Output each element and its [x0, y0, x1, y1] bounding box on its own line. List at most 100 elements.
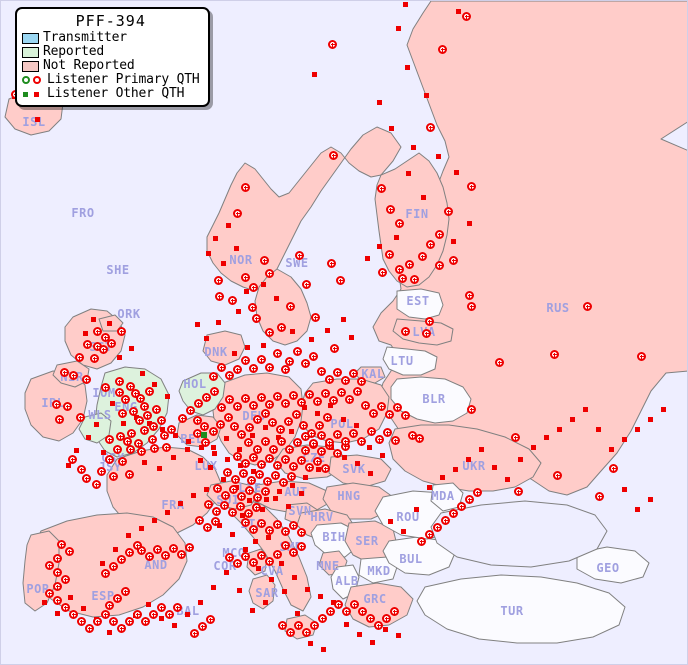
listener-primary-qth-marker[interactable]: [321, 464, 330, 473]
listener-primary-qth-marker[interactable]: [297, 542, 306, 551]
listener-primary-qth-marker[interactable]: [69, 371, 78, 380]
listener-primary-qth-marker[interactable]: [329, 151, 338, 160]
listener-primary-qth-marker[interactable]: [217, 403, 226, 412]
listener-primary-qth-marker[interactable]: [367, 427, 376, 436]
listener-primary-qth-marker[interactable]: [294, 621, 303, 630]
listener-primary-qth-marker[interactable]: [201, 438, 210, 447]
listener-primary-qth-marker[interactable]: [495, 358, 504, 367]
listener-other-qth-marker[interactable]: [292, 575, 297, 580]
listener-primary-qth-marker[interactable]: [137, 447, 146, 456]
listener-primary-qth-marker[interactable]: [65, 547, 74, 556]
listener-other-qth-marker[interactable]: [217, 523, 222, 528]
listener-primary-qth-marker[interactable]: [198, 622, 207, 631]
listener-other-qth-marker[interactable]: [142, 460, 147, 465]
listener-primary-qth-marker[interactable]: [143, 411, 152, 420]
listener-primary-qth-marker[interactable]: [63, 402, 72, 411]
listener-other-qth-marker[interactable]: [100, 561, 105, 566]
listener-other-qth-marker[interactable]: [290, 483, 295, 488]
listener-other-qth-marker[interactable]: [388, 519, 393, 524]
listener-primary-qth-marker[interactable]: [417, 537, 426, 546]
listener-primary-qth-marker[interactable]: [422, 329, 431, 338]
listener-primary-qth-marker[interactable]: [286, 628, 295, 637]
listener-primary-qth-marker[interactable]: [209, 427, 218, 436]
listener-other-qth-marker[interactable]: [234, 246, 239, 251]
listener-primary-qth-marker[interactable]: [233, 209, 242, 218]
listener-primary-qth-marker[interactable]: [465, 291, 474, 300]
listener-other-qth-marker[interactable]: [295, 611, 300, 616]
listener-primary-qth-marker[interactable]: [140, 426, 149, 435]
listener-primary-qth-marker[interactable]: [60, 368, 69, 377]
listener-primary-qth-marker[interactable]: [273, 392, 282, 401]
listener-primary-qth-marker[interactable]: [113, 445, 122, 454]
listener-other-qth-marker[interactable]: [152, 518, 157, 523]
listener-primary-qth-marker[interactable]: [152, 405, 161, 414]
listener-other-qth-marker[interactable]: [244, 289, 249, 294]
listener-primary-qth-marker[interactable]: [255, 470, 264, 479]
listener-other-qth-marker[interactable]: [240, 513, 245, 518]
listener-primary-qth-marker[interactable]: [425, 530, 434, 539]
listener-primary-qth-marker[interactable]: [385, 250, 394, 259]
listener-primary-qth-marker[interactable]: [277, 437, 286, 446]
listener-other-qth-marker[interactable]: [357, 632, 362, 637]
listener-other-qth-marker[interactable]: [140, 371, 145, 376]
listener-other-qth-marker[interactable]: [505, 477, 510, 482]
listener-primary-qth-marker[interactable]: [225, 371, 234, 380]
listener-primary-qth-marker[interactable]: [357, 437, 366, 446]
listener-other-qth-marker[interactable]: [213, 236, 218, 241]
listener-primary-qth-marker[interactable]: [329, 396, 338, 405]
listener-other-qth-marker[interactable]: [171, 455, 176, 460]
listener-other-qth-marker[interactable]: [403, 2, 408, 7]
listener-primary-qth-marker[interactable]: [327, 259, 336, 268]
listener-other-qth-marker[interactable]: [454, 170, 459, 175]
listener-primary-qth-marker[interactable]: [309, 439, 318, 448]
listener-other-qth-marker[interactable]: [318, 594, 323, 599]
listener-primary-qth-marker[interactable]: [289, 391, 298, 400]
listener-primary-qth-marker[interactable]: [265, 269, 274, 278]
listener-primary-qth-marker[interactable]: [225, 553, 234, 562]
listener-primary-qth-marker[interactable]: [85, 624, 94, 633]
listener-primary-qth-marker[interactable]: [289, 462, 298, 471]
listener-primary-qth-marker[interactable]: [228, 508, 237, 517]
listener-primary-qth-marker[interactable]: [375, 435, 384, 444]
listener-primary-qth-marker[interactable]: [140, 402, 149, 411]
listener-primary-qth-marker[interactable]: [82, 474, 91, 483]
listener-primary-qth-marker[interactable]: [310, 621, 319, 630]
listener-other-qth-marker[interactable]: [544, 435, 549, 440]
listener-primary-qth-marker[interactable]: [241, 394, 250, 403]
listener-other-qth-marker[interactable]: [206, 251, 211, 256]
listener-primary-qth-marker[interactable]: [313, 457, 322, 466]
listener-primary-qth-marker[interactable]: [315, 421, 324, 430]
listener-other-qth-marker[interactable]: [55, 611, 60, 616]
listener-other-qth-marker[interactable]: [221, 261, 226, 266]
listener-primary-qth-marker[interactable]: [276, 425, 285, 434]
listener-primary-qth-marker[interactable]: [317, 367, 326, 376]
listener-primary-qth-marker[interactable]: [109, 562, 118, 571]
listener-primary-qth-marker[interactable]: [435, 230, 444, 239]
listener-other-qth-marker[interactable]: [204, 336, 209, 341]
listener-primary-qth-marker[interactable]: [115, 377, 124, 386]
listener-primary-qth-marker[interactable]: [281, 527, 290, 536]
listener-primary-qth-marker[interactable]: [261, 437, 270, 446]
listener-primary-qth-marker[interactable]: [223, 468, 232, 477]
listener-other-qth-marker[interactable]: [237, 588, 242, 593]
listener-primary-qth-marker[interactable]: [273, 520, 282, 529]
listener-primary-qth-marker[interactable]: [239, 469, 248, 478]
listener-primary-qth-marker[interactable]: [133, 541, 142, 550]
listener-primary-qth-marker[interactable]: [149, 610, 158, 619]
listener-primary-qth-marker[interactable]: [425, 317, 434, 326]
listener-other-qth-marker[interactable]: [178, 501, 183, 506]
listener-primary-qth-marker[interactable]: [202, 393, 211, 402]
listener-primary-qth-marker[interactable]: [117, 327, 126, 336]
listener-primary-qth-marker[interactable]: [249, 364, 258, 373]
listener-other-qth-marker[interactable]: [370, 640, 375, 645]
listener-primary-qth-marker[interactable]: [190, 629, 199, 638]
listener-primary-qth-marker[interactable]: [131, 389, 140, 398]
listener-other-qth-marker[interactable]: [328, 403, 333, 408]
listener-primary-qth-marker[interactable]: [101, 569, 110, 578]
listener-other-qth-marker[interactable]: [243, 547, 248, 552]
listener-other-qth-marker[interactable]: [211, 445, 216, 450]
listener-primary-qth-marker[interactable]: [299, 421, 308, 430]
listener-primary-qth-marker[interactable]: [237, 492, 246, 501]
listener-primary-qth-marker[interactable]: [285, 357, 294, 366]
listener-other-qth-marker[interactable]: [466, 457, 471, 462]
